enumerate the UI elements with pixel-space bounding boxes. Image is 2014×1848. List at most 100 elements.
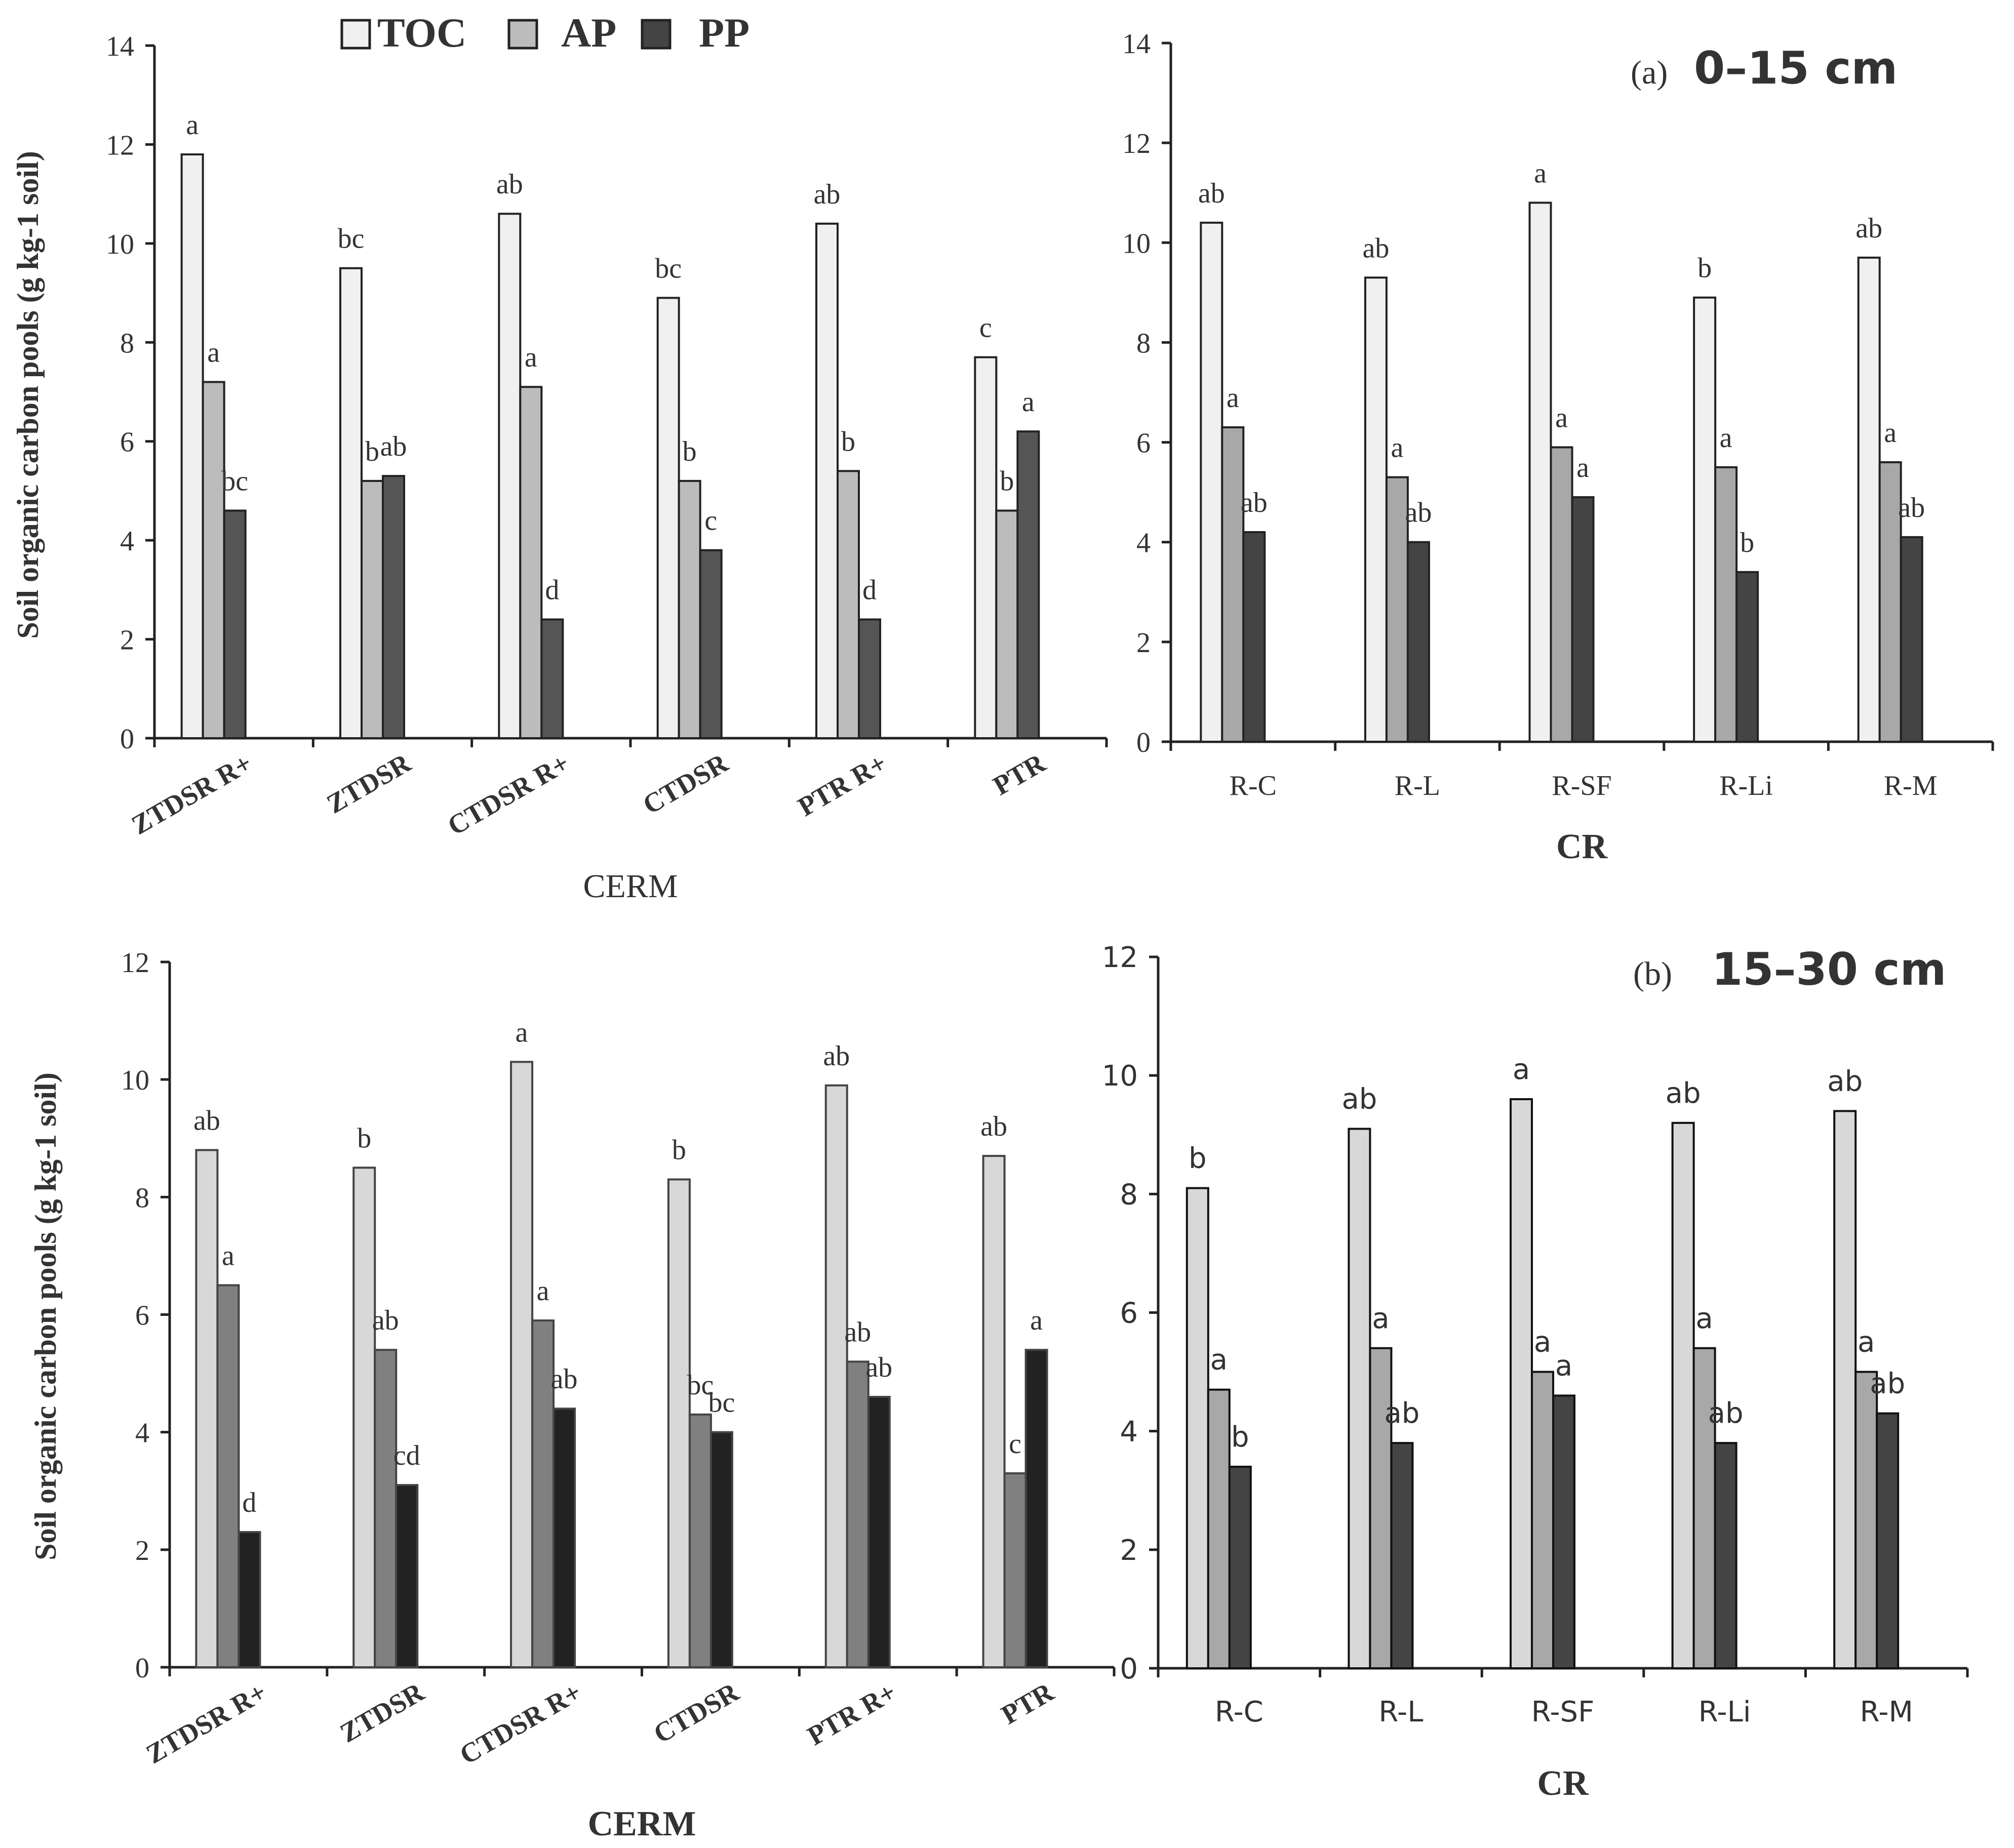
bar-toc-ztdsr [339,267,363,739]
bar-pp-r-l [1390,1442,1414,1669]
bar-toc-ctdsr-r [510,1061,534,1668]
significance-letter: ab [1827,1065,1863,1098]
y-tick-label: 14 [1122,28,1151,60]
y-tick-label: 2 [135,1535,149,1566]
category-label-ctdsr-r: CTDSR R+ [443,747,575,841]
category-label-ztdsr: ZTDSR [335,1676,429,1748]
bar-toc-ztdsr-r [195,1149,219,1668]
significance-letter: a [1022,386,1035,418]
y-tick-label: 2 [1136,627,1151,659]
category-label-ztdsr-r: ZTDSR R+ [127,747,257,840]
significance-letter: ab [1898,492,1925,524]
significance-letter: bc [708,1387,735,1419]
bar-toc-ptr-r [815,222,839,739]
category-label-r-m: R-M [1860,1696,1913,1729]
bar-ap-r-li [1692,1347,1716,1669]
significance-letter: bc [221,466,248,497]
significance-letter: d [242,1487,256,1518]
y-tick-label: 0 [1120,1653,1138,1685]
significance-letter: a [1534,1326,1551,1359]
y-tick-label: 2 [120,625,134,656]
significance-letter: a [537,1275,549,1307]
significance-letter: ab [844,1316,871,1348]
y-tick-label: 6 [135,1300,149,1332]
bar-toc-r-m [1857,256,1881,743]
significance-letter: b [357,1122,371,1154]
significance-letter: a [222,1240,234,1271]
category-label-ptr-r: PTR R+ [802,1676,901,1751]
significance-letter: ab [1341,1083,1377,1116]
x-axis-title: CERM [588,1804,696,1843]
category-label-r-l: R-L [1378,1696,1423,1729]
significance-letter: ab [1855,213,1882,244]
category-label-ctdsr: CTDSR [648,1676,744,1749]
bar-ap-ctdsr [678,479,701,740]
significance-letter: c [1009,1428,1021,1460]
y-axis-title: Soil organic carbon pools (g kg-1 soil) [29,1072,62,1560]
significance-letter: a [1555,1349,1572,1382]
y-tick-label: 12 [121,947,149,979]
y-tick-label: 12 [1122,128,1151,159]
bar-pp-r-l [1406,541,1430,743]
significance-letter: ab [1198,178,1225,209]
significance-letter: b [1231,1421,1249,1454]
bar-toc-r-li [1671,1121,1695,1669]
category-label-r-sf: R-SF [1552,770,1611,801]
significance-letter: ab [814,179,841,210]
bar-pp-ztdsr [382,475,405,739]
y-tick-label: 6 [120,427,134,458]
category-label-r-c: R-C [1215,1696,1263,1729]
bar-ap-ptr-r [837,470,860,739]
bar-ap-r-li [1714,466,1738,743]
bar-ap-r-l [1369,1347,1393,1669]
significance-letter: b [365,436,379,467]
bar-toc-ptr-r [824,1084,848,1668]
bar-pp-ptr-r [867,1396,891,1668]
bar-toc-ctdsr [656,297,680,739]
significance-letter: a [207,337,220,368]
significance-letter: ab [980,1111,1007,1142]
bar-toc-ptr [974,356,998,739]
significance-letter: a [1210,1344,1228,1377]
bar-ap-r-c [1207,1388,1231,1669]
significance-letter: b [1000,466,1014,497]
y-tick-label: 10 [121,1065,149,1096]
bar-pp-r-li [1735,571,1759,743]
significance-letter: a [1513,1053,1530,1086]
bar-toc-ztdsr [352,1167,376,1669]
category-label-r-li: R-Li [1699,1696,1751,1729]
panel-a-depth: 0–15 cm [1694,42,1898,94]
significance-letter: b [672,1135,686,1166]
panel-b-depth: 15–30 cm [1712,943,1946,995]
bar-ap-r-m [1854,1371,1878,1669]
category-label-ctdsr: CTDSR [638,747,733,820]
significance-letter: a [1030,1305,1043,1336]
legend: TOC AP PP [340,10,749,56]
bar-ap-ptr [1003,1472,1027,1669]
y-tick-label: 12 [1102,941,1138,974]
significance-letter: bc [655,253,682,284]
bar-toc-r-l [1364,276,1388,743]
x-axis-title: CERM [583,868,678,905]
significance-letter: b [841,426,855,457]
category-label-ptr: PTR [996,1676,1059,1730]
significance-letter: a [516,1017,528,1048]
bar-pp-ctdsr-r [540,618,564,739]
significance-letter: ab [823,1040,850,1072]
legend-label-pp: PP [699,10,749,56]
legend-swatch-pp [641,19,672,50]
bar-pp-ptr [1024,1349,1048,1668]
significance-letter: ab [380,431,407,462]
significance-letter: ab [496,169,523,200]
significance-letter: a [1576,452,1589,484]
significance-letter: a [525,342,537,373]
y-tick-label: 2 [1120,1534,1138,1567]
bar-pp-ctdsr [709,1431,733,1669]
chart-top-right: 02468101214abaabR-CabaabR-LaaaR-SFbabR-L… [1122,28,1994,866]
significance-letter: b [1740,527,1754,558]
legend-label-ap: AP [561,10,616,56]
bar-pp-ctdsr [699,549,723,739]
bar-toc-r-c [1200,221,1223,743]
